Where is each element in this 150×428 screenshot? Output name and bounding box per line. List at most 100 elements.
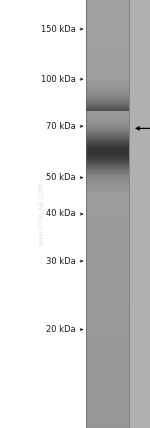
Bar bbox=[86, 299, 129, 300]
Text: 50 kDa: 50 kDa bbox=[46, 173, 76, 182]
Bar bbox=[86, 134, 129, 135]
Bar bbox=[86, 425, 129, 427]
Bar bbox=[86, 375, 129, 377]
Bar bbox=[86, 36, 129, 37]
Bar bbox=[86, 187, 129, 189]
Bar bbox=[86, 74, 129, 76]
Bar bbox=[86, 129, 129, 130]
Text: 30 kDa: 30 kDa bbox=[46, 256, 76, 266]
Bar bbox=[86, 363, 129, 365]
Bar bbox=[86, 328, 129, 329]
Bar bbox=[86, 160, 129, 162]
Bar bbox=[86, 118, 129, 119]
Bar bbox=[86, 202, 129, 203]
Bar bbox=[86, 104, 129, 106]
Bar bbox=[86, 73, 129, 74]
Bar bbox=[86, 336, 129, 338]
Bar bbox=[86, 66, 129, 67]
Bar bbox=[86, 133, 129, 134]
Bar bbox=[86, 270, 129, 272]
Bar bbox=[86, 303, 129, 305]
Bar bbox=[86, 112, 129, 113]
Bar bbox=[86, 408, 129, 410]
Bar bbox=[86, 147, 129, 149]
Bar bbox=[86, 352, 129, 354]
Bar bbox=[86, 101, 129, 102]
Bar bbox=[86, 233, 129, 235]
Bar bbox=[86, 141, 129, 142]
Bar bbox=[86, 7, 129, 9]
Bar bbox=[86, 168, 129, 169]
Bar bbox=[86, 173, 129, 174]
Bar bbox=[86, 119, 129, 120]
Bar bbox=[86, 192, 129, 193]
Bar bbox=[86, 42, 129, 43]
Bar bbox=[86, 115, 129, 116]
Bar bbox=[86, 213, 129, 215]
Bar bbox=[86, 153, 129, 155]
Bar bbox=[86, 300, 129, 302]
Bar bbox=[86, 123, 129, 124]
Bar bbox=[86, 116, 129, 117]
Bar bbox=[86, 112, 129, 113]
Bar bbox=[86, 106, 129, 107]
Bar bbox=[86, 217, 129, 219]
Bar bbox=[86, 109, 129, 110]
Bar bbox=[86, 113, 129, 115]
Bar bbox=[86, 258, 129, 259]
Bar bbox=[86, 108, 129, 109]
Bar bbox=[86, 294, 129, 295]
Bar bbox=[86, 130, 129, 131]
Bar bbox=[129, 0, 150, 428]
Bar bbox=[86, 157, 129, 158]
Bar bbox=[86, 183, 129, 184]
Bar bbox=[86, 211, 129, 212]
Bar bbox=[86, 203, 129, 205]
Bar bbox=[86, 245, 129, 246]
Bar bbox=[86, 412, 129, 414]
Bar bbox=[86, 383, 129, 385]
Bar bbox=[86, 372, 129, 374]
Bar bbox=[86, 394, 129, 395]
Bar bbox=[86, 20, 129, 21]
Bar bbox=[86, 129, 129, 130]
Bar bbox=[86, 236, 129, 238]
Bar bbox=[86, 355, 129, 357]
Bar bbox=[86, 67, 129, 69]
Bar bbox=[86, 140, 129, 141]
Bar bbox=[86, 156, 129, 158]
Bar bbox=[86, 133, 129, 134]
Bar bbox=[86, 369, 129, 371]
Bar bbox=[86, 388, 129, 389]
Bar bbox=[86, 100, 129, 101]
Bar bbox=[86, 189, 129, 190]
Bar bbox=[86, 216, 129, 217]
Bar bbox=[86, 92, 129, 93]
Bar bbox=[86, 410, 129, 411]
Bar bbox=[86, 13, 129, 14]
Bar bbox=[86, 125, 129, 126]
Bar bbox=[86, 162, 129, 163]
Bar bbox=[86, 325, 129, 327]
Bar bbox=[86, 166, 129, 167]
Bar bbox=[86, 377, 129, 378]
Bar bbox=[86, 281, 129, 282]
Bar bbox=[86, 24, 129, 26]
Bar bbox=[86, 242, 129, 244]
Bar bbox=[86, 173, 129, 175]
Bar bbox=[86, 110, 129, 111]
Bar bbox=[86, 62, 129, 63]
Bar bbox=[86, 250, 129, 252]
Bar bbox=[86, 83, 129, 84]
Bar bbox=[86, 49, 129, 50]
Bar bbox=[86, 374, 129, 375]
Bar bbox=[86, 87, 129, 89]
Bar bbox=[86, 311, 129, 312]
Bar bbox=[86, 32, 129, 33]
Bar bbox=[86, 331, 129, 332]
Bar bbox=[86, 84, 129, 85]
Bar bbox=[86, 186, 129, 187]
Bar bbox=[86, 53, 129, 54]
Bar bbox=[86, 18, 129, 20]
Bar bbox=[86, 223, 129, 225]
